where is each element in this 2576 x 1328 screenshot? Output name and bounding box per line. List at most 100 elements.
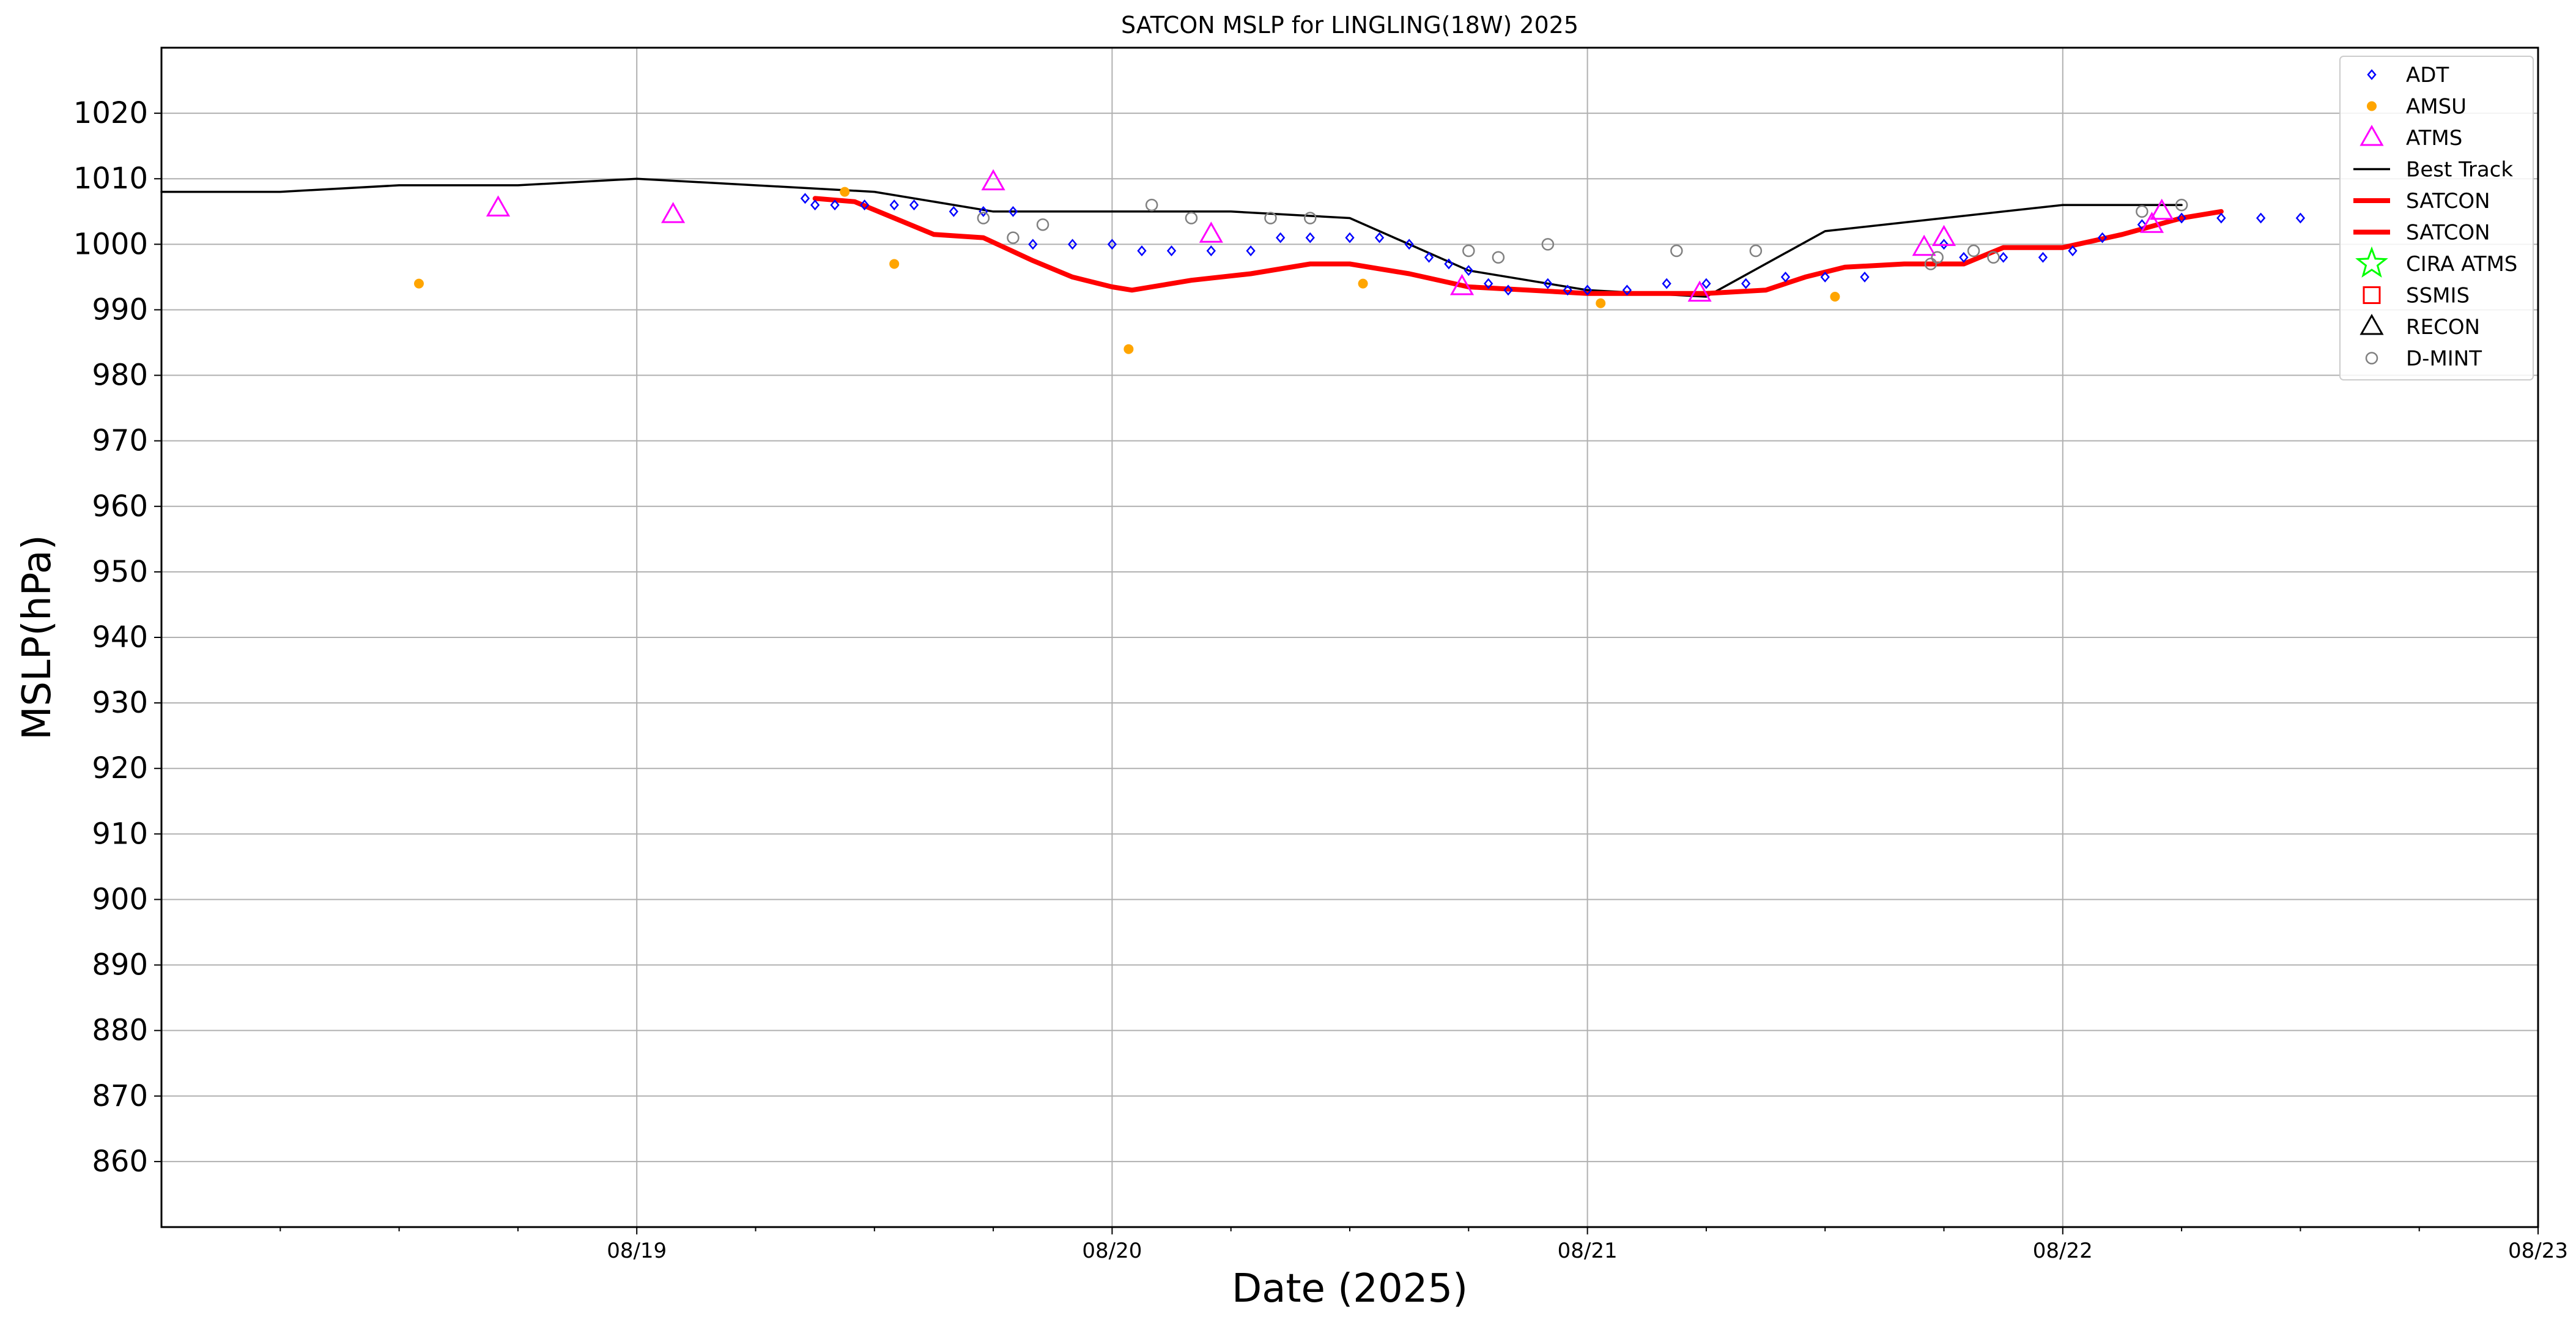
adt-point: [1028, 239, 1038, 250]
adt-point: [889, 199, 899, 210]
adt-point: [1067, 239, 1078, 250]
adt-point: [1939, 239, 1949, 250]
legend-swatch-d-mint: [2365, 352, 2378, 365]
adt-point: [979, 206, 988, 217]
y-tick-label: 1000: [73, 227, 148, 261]
adt-point: [810, 199, 820, 210]
x-tick-label: 08/21: [1558, 1239, 1618, 1263]
legend-label: CIRA ATMS: [2406, 252, 2517, 276]
y-tick-label: 920: [92, 751, 148, 785]
adt-point: [909, 199, 919, 210]
adt-point: [1137, 245, 1147, 256]
y-tick-label: 990: [92, 292, 148, 327]
legend: ADT AMSU ATMS Best Track SATCON SATCON CIRA AT…: [2339, 56, 2534, 380]
d-mint-point: [1924, 258, 1938, 270]
adt-point: [1701, 278, 1711, 289]
d-mint-point: [1264, 212, 1277, 224]
legend-box: [2339, 56, 2534, 380]
adt-point: [830, 199, 840, 210]
adt-point: [2256, 212, 2266, 224]
amsu-point: [840, 187, 850, 197]
y-tick-label: 860: [92, 1144, 148, 1179]
atms-point: [1931, 224, 1956, 247]
adt-point: [1820, 271, 1830, 283]
y-tick-label: 870: [92, 1079, 148, 1113]
adt-point: [1008, 206, 1018, 217]
y-axis-ticks: 1020 1010 1000 990 980 970 960 950 940 930 920 910 9…: [73, 96, 161, 1179]
y-tick-label: 1020: [73, 96, 148, 130]
adt-point: [1305, 232, 1315, 243]
legend-swatch-ssmis: [2363, 286, 2381, 304]
legend-label: SATCON: [2406, 221, 2490, 245]
adt-point: [2097, 232, 2108, 243]
best-track-line: [160, 177, 2183, 298]
best-track-series: [160, 177, 2183, 298]
legend-label: AMSU: [2406, 95, 2467, 119]
adt-point: [1206, 245, 1216, 256]
adt-point: [1246, 245, 1256, 256]
atms-point: [486, 195, 511, 217]
x-tick-label: 08/20: [1082, 1239, 1142, 1263]
x-tick-label: 08/19: [607, 1239, 667, 1263]
legend-label: ADT: [2406, 63, 2449, 87]
adt-point: [1860, 271, 1870, 283]
amsu-point: [889, 259, 900, 269]
y-tick-label: 910: [92, 817, 148, 851]
adt-point: [1999, 251, 2008, 263]
d-mint-point: [1541, 238, 1555, 251]
d-mint-point: [1185, 212, 1198, 224]
atms-point: [2150, 198, 2174, 220]
adt-point: [1374, 232, 1385, 243]
legend-label: ATMS: [2406, 126, 2462, 150]
adt-point: [1622, 284, 1632, 296]
d-mint-point: [977, 212, 990, 224]
amsu-point: [1830, 292, 1840, 302]
adt-point: [1741, 278, 1751, 289]
adt-point: [2177, 212, 2186, 224]
legend-label: SSMIS: [2406, 284, 2470, 308]
atms-point: [1912, 234, 1936, 256]
d-mint-point: [1036, 218, 1049, 231]
adt-point: [1107, 239, 1117, 250]
y-tick-label: 890: [92, 948, 148, 982]
atms-point: [1687, 280, 1712, 302]
adt-point: [1484, 278, 1493, 289]
adt-point: [1543, 278, 1553, 289]
d-mint-point: [1749, 244, 1763, 258]
adt-point: [1276, 232, 1286, 243]
legend-label: D-MINT: [2406, 347, 2482, 371]
adt-point: [859, 199, 870, 210]
d-mint-point: [2136, 205, 2149, 218]
d-mint-point: [1303, 212, 1317, 224]
adt-point: [2038, 251, 2048, 263]
y-tick-label: 930: [92, 686, 148, 720]
adt-point: [949, 206, 958, 217]
adt-point: [1424, 251, 1434, 263]
adt-point: [2137, 219, 2147, 231]
legend-label: SATCON: [2406, 189, 2490, 213]
legend-swatch-adt: [2367, 69, 2377, 80]
amsu-point: [1358, 278, 1368, 289]
y-tick-label: 880: [92, 1014, 148, 1048]
adt-point: [2295, 212, 2306, 224]
legend-swatch-atms: [2359, 124, 2384, 146]
legend-swatch-amsu: [2367, 101, 2377, 111]
amsu-point: [413, 278, 424, 289]
y-axis-label: MSLP(hPa): [15, 535, 60, 740]
adt-point: [800, 193, 810, 204]
y-tick-label: 1010: [73, 161, 148, 196]
adt-point: [1166, 245, 1177, 256]
x-tick-label: 08/22: [2033, 1239, 2093, 1263]
d-mint-point: [1492, 251, 1505, 264]
d-mint-point: [1967, 244, 1980, 258]
d-mint-point: [1931, 251, 1944, 264]
x-tick-label: 08/23: [2508, 1239, 2568, 1263]
adt-point: [1444, 258, 1454, 270]
y-tick-label: 980: [92, 358, 148, 393]
adt-point: [1780, 271, 1791, 283]
atms-point: [2139, 212, 2164, 233]
x-axis-label: Date (2025): [1232, 1266, 1468, 1311]
adt-point: [1503, 284, 1513, 296]
